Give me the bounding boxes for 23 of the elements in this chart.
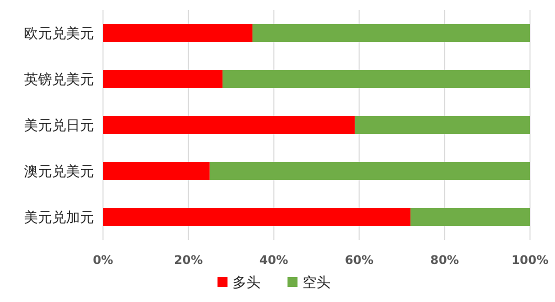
bar [410,208,530,226]
bar [103,116,355,134]
y-tick-label: 美元兑加元 [24,210,94,226]
x-tick-label: 20% [174,253,203,267]
x-tick-label: 40% [259,253,288,267]
bar [103,162,210,180]
y-tick-label: 美元兑日元 [24,118,94,134]
bar [222,70,530,88]
y-tick-label: 欧元兑美元 [24,26,94,42]
bar [103,208,410,226]
x-tick-label: 60% [344,253,374,267]
bar [252,24,530,42]
legend-label: 多头 [232,275,260,291]
x-tick-label: 80% [430,253,459,267]
legend-label: 空头 [302,275,330,291]
x-tick-label: 100% [511,253,549,267]
y-tick-label: 澳元兑美元 [24,164,94,180]
bar [354,116,530,134]
bar [103,70,223,88]
y-tick-label: 英镑兑美元 [24,72,94,88]
x-tick-label: 0% [92,253,114,267]
bar [210,162,530,180]
bar [103,24,252,42]
